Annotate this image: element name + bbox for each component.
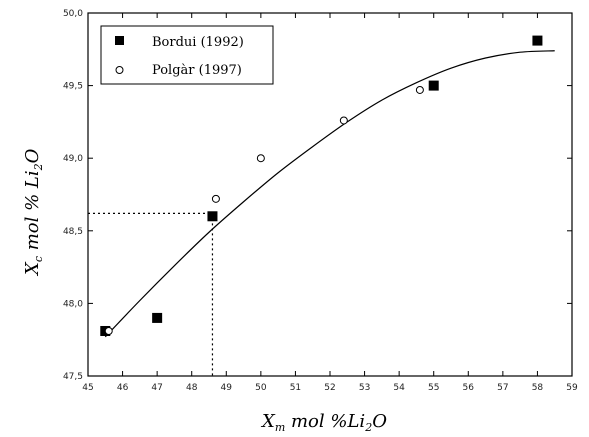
x-tick-label: 49 xyxy=(221,383,233,393)
legend: Bordui (1992) Polgàr (1997) xyxy=(100,25,274,85)
marker-bordui xyxy=(152,312,163,323)
legend-marker-bordui xyxy=(115,36,124,45)
marker-bordui xyxy=(428,80,439,91)
marker-polgar xyxy=(415,85,424,94)
y-tick-labels: 47,5 48,0 48,5 49,0 49,5 50,0 xyxy=(63,9,83,382)
y-tick-label: 49,0 xyxy=(63,154,83,164)
x-tick-label: 57 xyxy=(497,383,508,393)
x-tick-label: 55 xyxy=(428,383,439,393)
axis-ticks xyxy=(87,12,573,377)
x-tick-label: 48 xyxy=(186,383,198,393)
marker-bordui xyxy=(532,35,543,46)
x-tick-label: 52 xyxy=(324,383,335,393)
y-axis-title: Xc mol % Li2O xyxy=(22,148,45,277)
x-tick-labels: 45 46 47 48 49 50 51 52 53 54 55 56 57 58 59 xyxy=(82,383,578,393)
legend-marker-polgar xyxy=(115,66,124,74)
x-tick-label: 59 xyxy=(566,383,578,393)
marker-polgar xyxy=(256,154,265,163)
data-markers xyxy=(100,35,543,336)
legend-label-polgar: Polgàr (1997) xyxy=(152,63,242,78)
x-tick-label: 58 xyxy=(532,383,544,393)
y-tick-label: 49,5 xyxy=(63,82,83,92)
x-tick-label: 45 xyxy=(82,383,93,393)
x-tick-label: 50 xyxy=(255,383,267,393)
y-tick-label: 47,5 xyxy=(63,372,83,382)
legend-label-bordui: Bordui (1992) xyxy=(152,35,244,50)
x-tick-label: 54 xyxy=(393,383,405,393)
x-tick-label: 56 xyxy=(463,383,475,393)
x-tick-label: 53 xyxy=(359,383,370,393)
y-tick-label: 50,0 xyxy=(63,9,83,19)
legend-box xyxy=(100,25,274,85)
y-tick-label: 48,0 xyxy=(63,299,83,309)
guide-lines xyxy=(88,212,214,376)
x-tick-label: 46 xyxy=(117,383,129,393)
marker-polgar xyxy=(211,194,220,203)
fit-curve xyxy=(104,50,555,338)
x-tick-label: 47 xyxy=(151,383,162,393)
x-tick-label: 51 xyxy=(290,383,301,393)
marker-polgar xyxy=(104,326,113,335)
marker-bordui xyxy=(207,211,218,222)
y-tick-label: 48,5 xyxy=(63,227,83,237)
x-axis-title: Xm mol %Li2O xyxy=(260,411,387,434)
marker-polgar xyxy=(339,116,348,125)
